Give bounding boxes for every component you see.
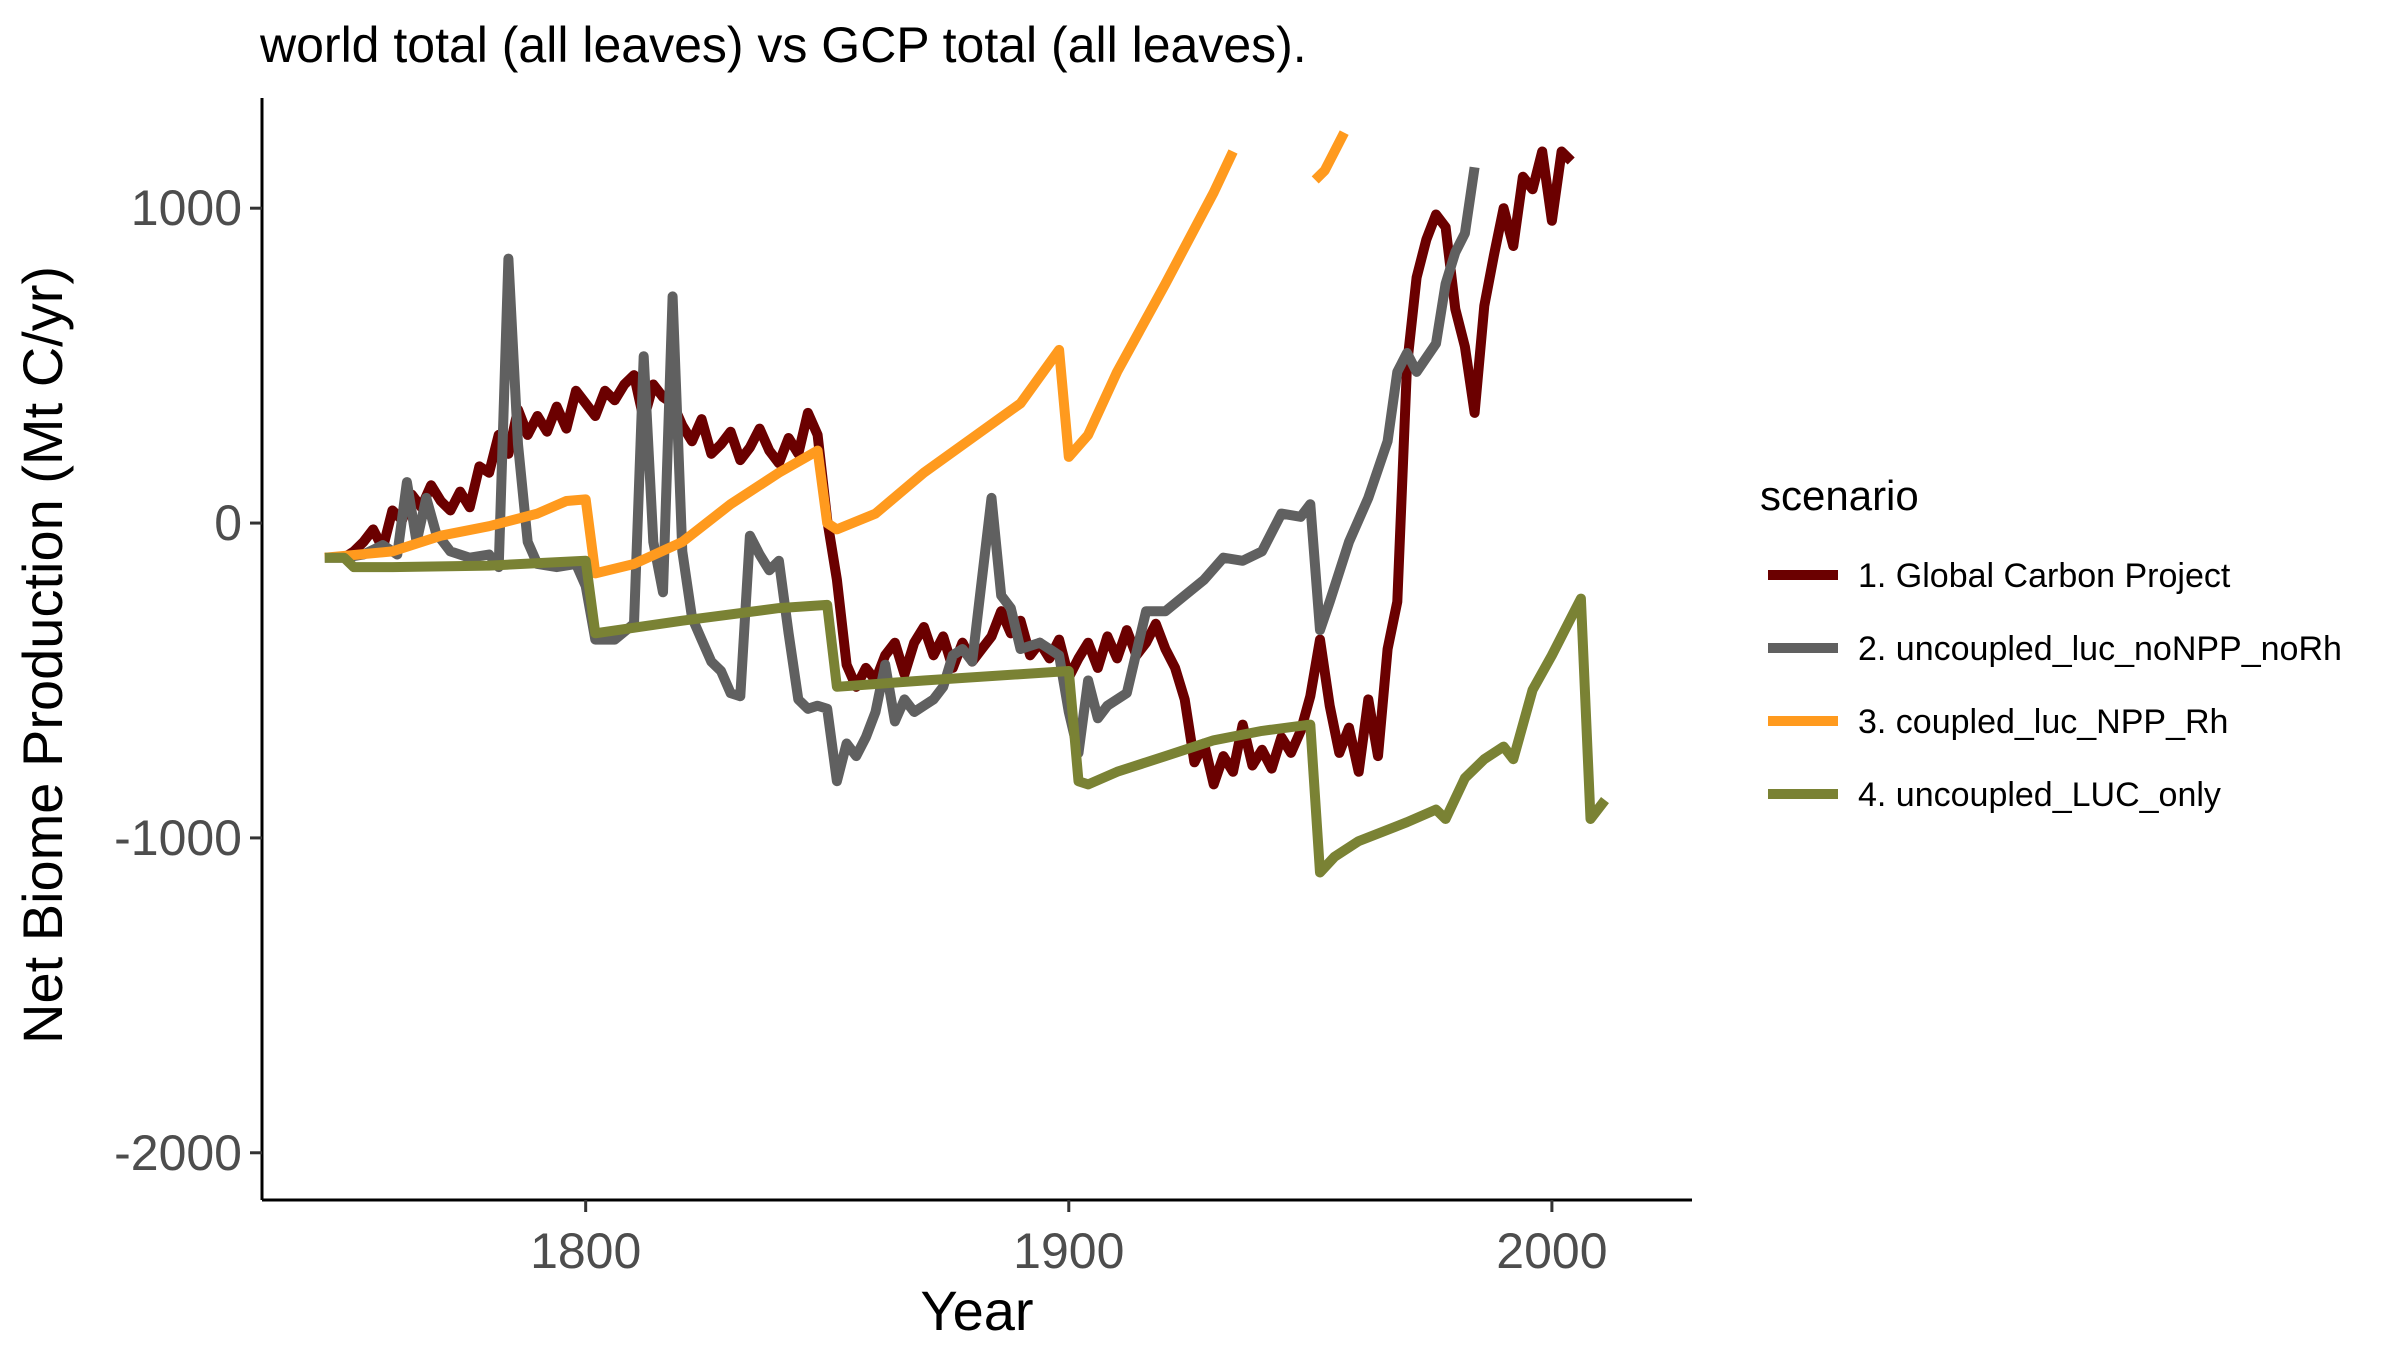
x-axis-title: Year [920, 1279, 1033, 1342]
legend-label-3: 3. coupled_luc_NPP_Rh [1858, 703, 2228, 741]
series-line-3-part-2 [1311, 130, 1349, 184]
series-line-2 [324, 166, 1480, 787]
series-line-1 [341, 146, 1575, 790]
series-line-3-part-1 [324, 149, 1238, 579]
legend-label-2: 2. uncoupled_luc_noNPP_noRh [1858, 630, 2342, 668]
x-tick-label: 1900 [1013, 1223, 1124, 1279]
series-line-4 [324, 552, 1609, 878]
chart-title: world total (all leaves) vs GCP total (a… [259, 17, 1307, 73]
legend-label-1: 1. Global Carbon Project [1858, 557, 2231, 595]
series-lines [324, 130, 1609, 878]
y-tick-label: 0 [214, 495, 242, 551]
legend-items: 1. Global Carbon Project 2. uncoupled_luc… [1768, 557, 2342, 814]
y-tick-label: 1000 [131, 180, 242, 236]
x-tick-label: 1800 [530, 1223, 641, 1279]
x-axis-ticks: 1800 1900 2000 [530, 1200, 1608, 1279]
x-tick-label: 2000 [1496, 1223, 1607, 1279]
legend-title: scenario [1760, 472, 1919, 519]
y-axis-ticks: -2000 -1000 0 1000 [114, 180, 262, 1181]
legend: scenario 1. Global Carbon Project 2. unco… [1760, 472, 2342, 814]
y-axis-title: Net Biome Production (Mt C/yr) [11, 266, 74, 1044]
y-tick-label: -1000 [114, 810, 242, 866]
legend-label-4: 4. uncoupled_LUC_only [1858, 776, 2221, 814]
y-tick-label: -2000 [114, 1125, 242, 1181]
